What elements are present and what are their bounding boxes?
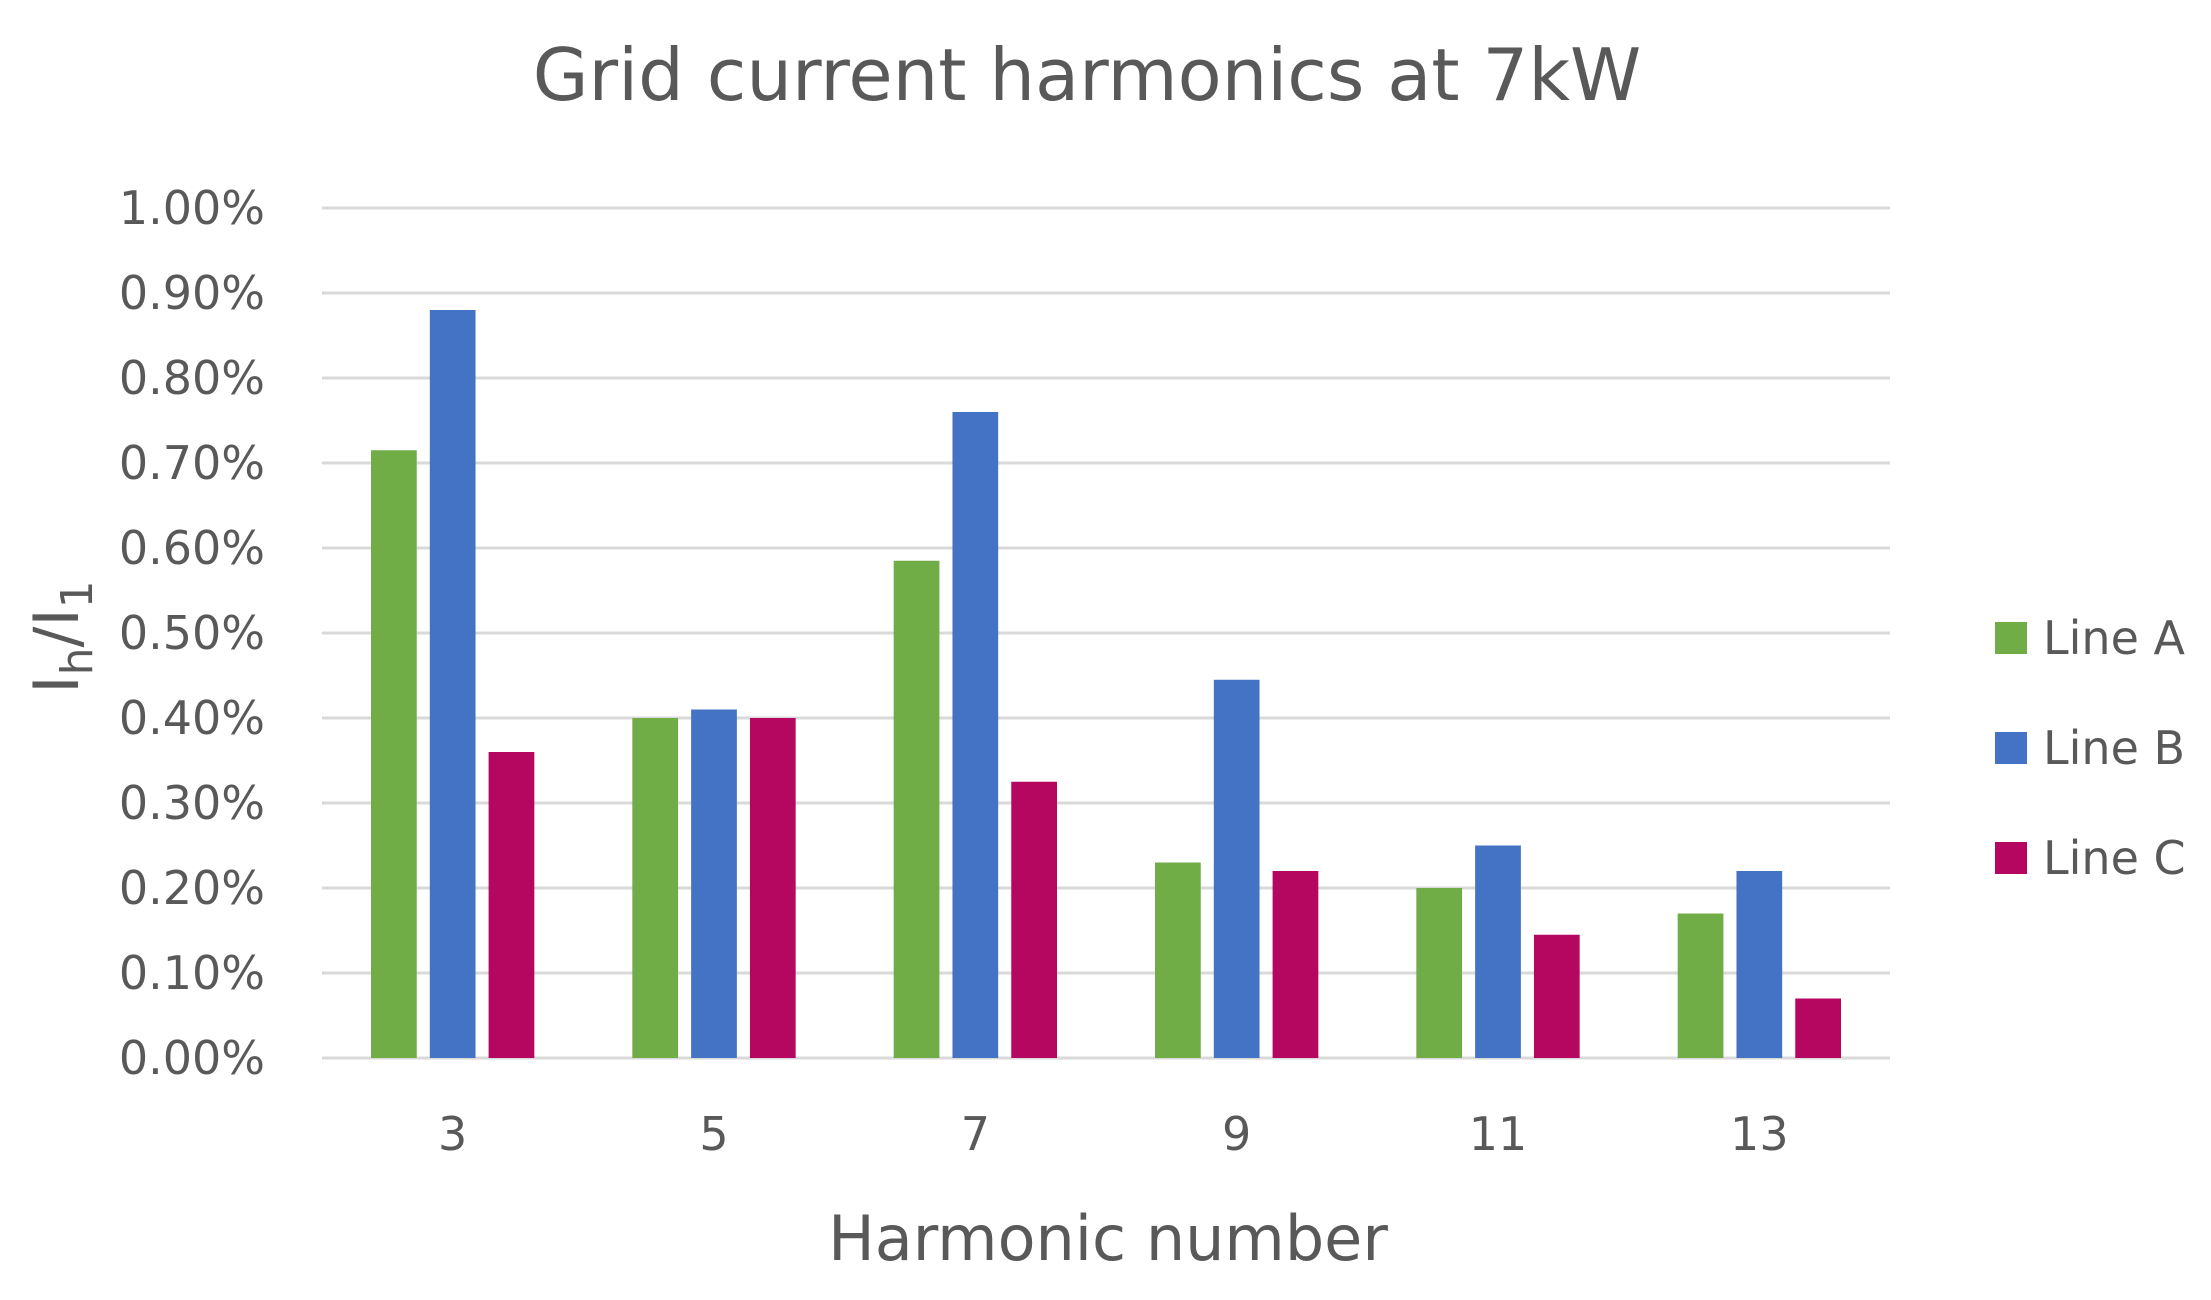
x-tick-label: 9 — [1222, 1107, 1251, 1161]
y-tick-label: 0.00% — [119, 1031, 265, 1085]
bar-line-a — [1677, 913, 1724, 1058]
bar-line-a — [1416, 888, 1463, 1058]
x-axis-ticks: 3 5 7 9 11 13 — [438, 1107, 1789, 1161]
bars — [371, 310, 1841, 1058]
bar-line-c — [1533, 934, 1580, 1058]
legend: Line A Line B Line C — [1995, 611, 2186, 885]
bar-line-b — [1213, 679, 1260, 1058]
chart-title: Grid current harmonics at 7kW — [533, 33, 1641, 117]
legend-label: Line B — [2043, 721, 2185, 775]
y-label-num-sub: h — [52, 648, 103, 676]
y-tick-label: 0.10% — [119, 946, 265, 1000]
bar-line-c — [1795, 998, 1841, 1058]
y-tick-label: 0.60% — [119, 521, 265, 575]
y-tick-label: 0.80% — [119, 351, 265, 405]
bar-line-a — [893, 560, 940, 1058]
y-tick-label: 0.70% — [119, 436, 265, 490]
bar-line-b — [1475, 845, 1521, 1058]
legend-swatch — [1995, 732, 2027, 764]
legend-label: Line C — [2043, 831, 2186, 885]
y-label-base2: I — [20, 608, 93, 626]
y-tick-label: 0.20% — [119, 861, 265, 915]
x-axis-label: Harmonic number — [828, 1202, 1388, 1275]
bar-line-b — [429, 310, 476, 1058]
y-tick-label: 0.90% — [119, 266, 265, 320]
bar-line-a — [371, 450, 417, 1058]
y-tick-label: 0.30% — [119, 776, 265, 830]
bar-line-b — [1736, 871, 1783, 1058]
bar-line-b — [691, 709, 737, 1058]
x-tick-label: 13 — [1730, 1107, 1789, 1161]
legend-swatch — [1995, 622, 2027, 654]
bar-line-a — [1155, 862, 1201, 1058]
legend-label: Line A — [2043, 611, 2185, 665]
gridlines — [322, 206, 1890, 1060]
bar-line-c — [1272, 871, 1319, 1058]
legend-swatch — [1995, 842, 2027, 874]
y-axis-ticks: 0.00% 0.10% 0.20% 0.30% 0.40% 0.50% 0.60% 0.70%… — [119, 181, 265, 1085]
bar-line-b — [952, 412, 999, 1058]
bar-line-c — [749, 718, 796, 1058]
y-label-base: I — [20, 675, 93, 693]
bar-line-c — [488, 752, 535, 1058]
y-label-sep: / — [20, 627, 93, 648]
bar-line-a — [632, 718, 679, 1058]
y-label-den-sub: 1 — [52, 580, 103, 608]
x-tick-label: 5 — [699, 1107, 728, 1161]
y-tick-label: 0.40% — [119, 691, 265, 745]
y-tick-label: 0.50% — [119, 606, 265, 660]
x-tick-label: 7 — [961, 1107, 990, 1161]
x-tick-label: 11 — [1469, 1107, 1528, 1161]
y-tick-label: 1.00% — [119, 181, 265, 235]
y-axis-label: Ih/I1 — [20, 580, 103, 693]
bar-line-c — [1011, 781, 1057, 1058]
x-tick-label: 3 — [438, 1107, 467, 1161]
